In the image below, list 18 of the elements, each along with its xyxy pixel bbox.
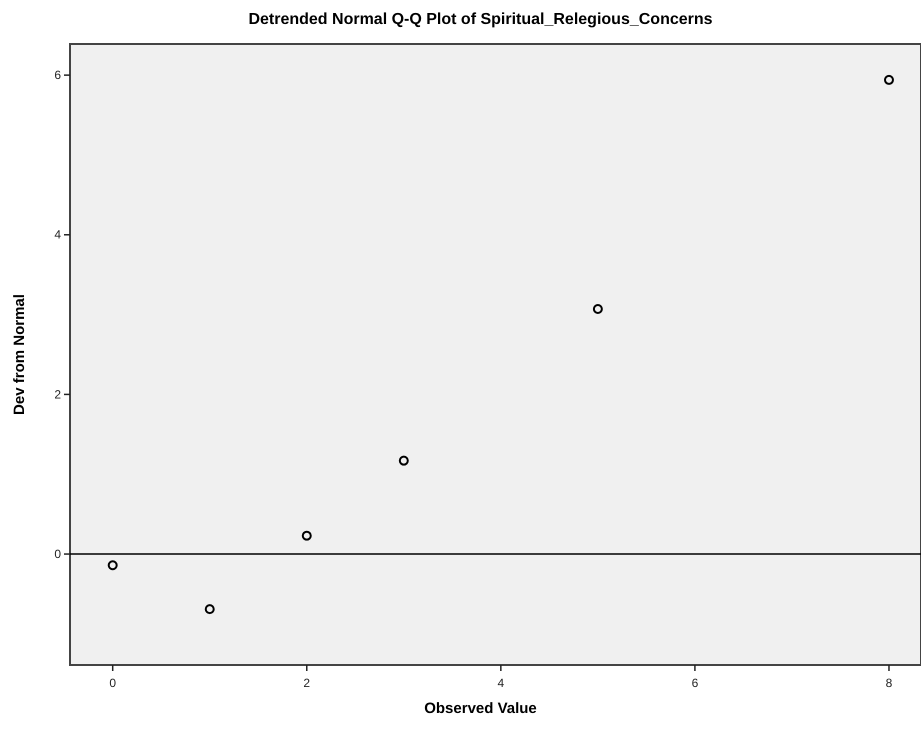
y-axis-title: Dev from Normal — [11, 294, 28, 415]
chart-title: Detrended Normal Q-Q Plot of Spiritual_Relegious_Concerns — [248, 11, 713, 28]
point — [592, 304, 603, 314]
point — [302, 530, 312, 541]
x-tick-label: 2 — [303, 676, 310, 690]
y-tick-label: 6 — [54, 68, 62, 82]
x-tick-label: 6 — [692, 676, 699, 690]
y-tick-label: 4 — [54, 228, 62, 242]
point — [204, 604, 215, 614]
x-tick-label: 0 — [109, 676, 116, 690]
point — [398, 456, 409, 466]
x-tick-label: 4 — [497, 676, 504, 690]
y-tick-label: 0 — [54, 546, 62, 561]
point — [108, 560, 118, 570]
point — [884, 74, 894, 85]
x-tick-label: 8 — [886, 676, 893, 690]
x-axis-title: Observed Value — [424, 700, 537, 717]
y-tick-label: 2 — [54, 387, 62, 402]
